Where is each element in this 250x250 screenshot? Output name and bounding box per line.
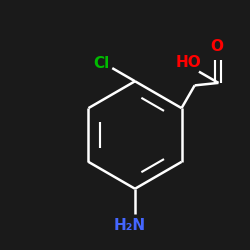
Text: O: O bbox=[211, 39, 224, 54]
Text: H₂N: H₂N bbox=[114, 218, 146, 232]
Text: Cl: Cl bbox=[93, 56, 109, 70]
Text: HO: HO bbox=[176, 56, 202, 70]
